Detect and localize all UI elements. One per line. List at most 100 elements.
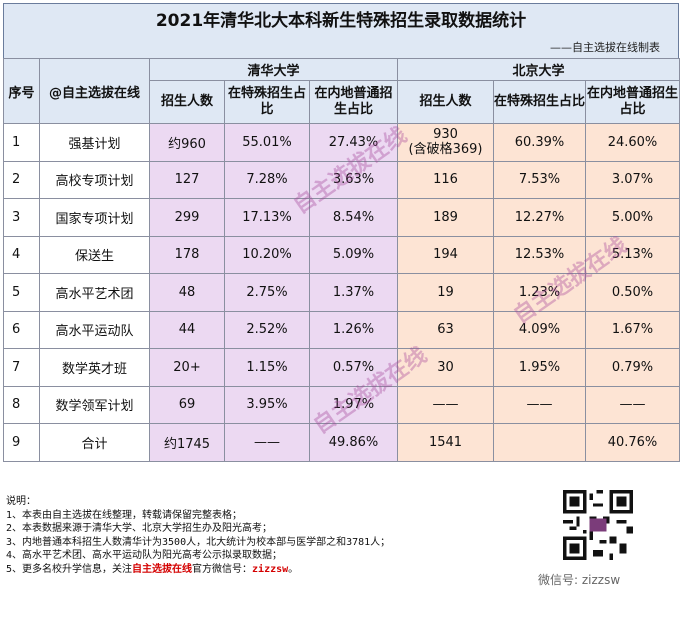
table-row: 9 合计 约1745 —— 49.86% 1541 40.76% [3, 423, 680, 462]
note-2: 2、本表数据来源于清华大学、北京大学招生办及阳光高考； [6, 523, 273, 534]
wechat-id: zizzsw [252, 563, 289, 575]
cell-t-special: 10.20% [224, 235, 310, 274]
cell-p-mainland: —— [585, 385, 680, 424]
cell-program: 强基计划 [39, 123, 150, 162]
cell-p-count: 930 (含破格369) [397, 123, 494, 162]
cell-p-special: 12.27% [493, 198, 586, 237]
header-name: @自主选拔在线 [39, 58, 150, 124]
header-tsinghua: 清华大学 [149, 58, 398, 81]
header-t-count: 招生人数 [149, 80, 225, 124]
cell-p-special: 60.39% [493, 123, 586, 162]
cell-t-special: 55.01% [224, 123, 310, 162]
cell-t-mainland: 0.57% [309, 348, 398, 387]
cell-t-special: 3.95% [224, 385, 310, 424]
note-3: 3、内地普通本科招生人数清华计为3500人，北大统计为校本部与医学部之和3781… [6, 536, 391, 548]
cell-t-mainland: 1.26% [309, 310, 398, 349]
cell-t-count: 299 [149, 198, 225, 237]
cell-seq: 5 [3, 273, 40, 312]
cell-seq: 9 [3, 423, 40, 462]
cell-t-count: 约960 [149, 123, 225, 162]
cell-t-count: 48 [149, 273, 225, 312]
cell-t-mainland: 1.97% [309, 385, 398, 424]
table-row: 4 保送生 178 10.20% 5.09% 194 12.53% 5.13% [3, 235, 680, 274]
cell-program: 高水平艺术团 [39, 273, 150, 312]
cell-program: 合计 [39, 423, 150, 462]
header-p-count: 招生人数 [397, 80, 494, 124]
cell-p-special [493, 423, 586, 462]
cell-p-count: —— [397, 385, 494, 424]
header-t-special: 在特殊招生占比 [224, 80, 310, 124]
header-p-special: 在特殊招生占比 [493, 80, 586, 124]
cell-p-special: —— [493, 385, 586, 424]
qr-code [563, 490, 633, 560]
cell-program: 保送生 [39, 235, 150, 274]
table-row: 3 国家专项计划 299 17.13% 8.54% 189 12.27% 5.00% [3, 198, 680, 237]
cell-p-mainland: 0.79% [585, 348, 680, 387]
table-row: 5 高水平艺术团 48 2.75% 1.37% 19 1.23% 0.50% [3, 273, 680, 312]
cell-t-mainland: 1.37% [309, 273, 398, 312]
header-pku: 北京大学 [397, 58, 680, 81]
cell-t-special: 1.15% [224, 348, 310, 387]
cell-t-special: 17.13% [224, 198, 310, 237]
cell-p-count: 19 [397, 273, 494, 312]
cell-p-special: 4.09% [493, 310, 586, 349]
cell-program: 高水平运动队 [39, 310, 150, 349]
cell-p-mainland: 5.13% [585, 235, 680, 274]
cell-t-special: 7.28% [224, 160, 310, 199]
cell-p-count: 63 [397, 310, 494, 349]
cell-p-special: 7.53% [493, 160, 586, 199]
page-title: 2021年清华北大本科新生特殊招生录取数据统计 [3, 3, 679, 40]
cell-t-count: 20+ [149, 348, 225, 387]
header-t-mainland: 在内地普通招生占比 [309, 80, 398, 124]
cell-program: 数学英才班 [39, 348, 150, 387]
note-5: 5、更多名校升学信息，关注自主选拔在线官方微信号：zizzsw。 [6, 563, 299, 575]
cell-seq: 3 [3, 198, 40, 237]
cell-p-mainland: 24.60% [585, 123, 680, 162]
cell-t-special: —— [224, 423, 310, 462]
cell-p-mainland: 40.76% [585, 423, 680, 462]
cell-program: 高校专项计划 [39, 160, 150, 199]
header-seq: 序号 [3, 58, 40, 124]
cell-seq: 1 [3, 123, 40, 162]
notes: 说明： 1、本表由自主选拔在线整理，转载请保留完整表格； 2、本表数据来源于清华… [6, 495, 506, 576]
table-row: 8 数学领军计划 69 3.95% 1.97% —— —— —— [3, 385, 680, 424]
cell-program: 数学领军计划 [39, 385, 150, 424]
cell-t-mainland: 49.86% [309, 423, 398, 462]
cell-t-mainland: 27.43% [309, 123, 398, 162]
cell-seq: 4 [3, 235, 40, 274]
cell-t-count: 69 [149, 385, 225, 424]
cell-p-mainland: 0.50% [585, 273, 680, 312]
table-row: 7 数学英才班 20+ 1.15% 0.57% 30 1.95% 0.79% [3, 348, 680, 387]
cell-t-count: 127 [149, 160, 225, 199]
cell-seq: 7 [3, 348, 40, 387]
wechat-label: 微信号: zizzsw [538, 573, 621, 587]
cell-t-mainland: 3.63% [309, 160, 398, 199]
credit-line: ——自主选拔在线制表 [3, 40, 679, 58]
cell-p-count: 116 [397, 160, 494, 199]
stats-document: 2021年清华北大本科新生特殊招生录取数据统计 ——自主选拔在线制表 序号 @自… [3, 3, 680, 462]
cell-t-special: 2.52% [224, 310, 310, 349]
cell-t-count: 178 [149, 235, 225, 274]
cell-seq: 8 [3, 385, 40, 424]
notes-heading: 说明： [6, 496, 36, 507]
admission-table: 序号 @自主选拔在线 清华大学 北京大学 招生人数 在特殊招生占比 在内地普通招… [3, 58, 680, 462]
cell-t-mainland: 5.09% [309, 235, 398, 274]
cell-p-count: 30 [397, 348, 494, 387]
cell-program: 国家专项计划 [39, 198, 150, 237]
cell-p-special: 12.53% [493, 235, 586, 274]
cell-p-mainland: 5.00% [585, 198, 680, 237]
table-row: 2 高校专项计划 127 7.28% 3.63% 116 7.53% 3.07% [3, 160, 680, 199]
cell-t-count: 44 [149, 310, 225, 349]
cell-t-special: 2.75% [224, 273, 310, 312]
cell-p-count: 194 [397, 235, 494, 274]
cell-t-count: 约1745 [149, 423, 225, 462]
note-4: 4、高水平艺术团、高水平运动队为阳光高考公示拟录取数据； [6, 550, 283, 561]
header-p-mainland: 在内地普通招生占比 [585, 80, 680, 124]
cell-p-mainland: 1.67% [585, 310, 680, 349]
cell-p-special: 1.95% [493, 348, 586, 387]
cell-seq: 2 [3, 160, 40, 199]
table-row: 6 高水平运动队 44 2.52% 1.26% 63 4.09% 1.67% [3, 310, 680, 349]
brand-name: 自主选拔在线 [132, 563, 193, 575]
cell-p-count: 1541 [397, 423, 494, 462]
cell-p-count: 189 [397, 198, 494, 237]
